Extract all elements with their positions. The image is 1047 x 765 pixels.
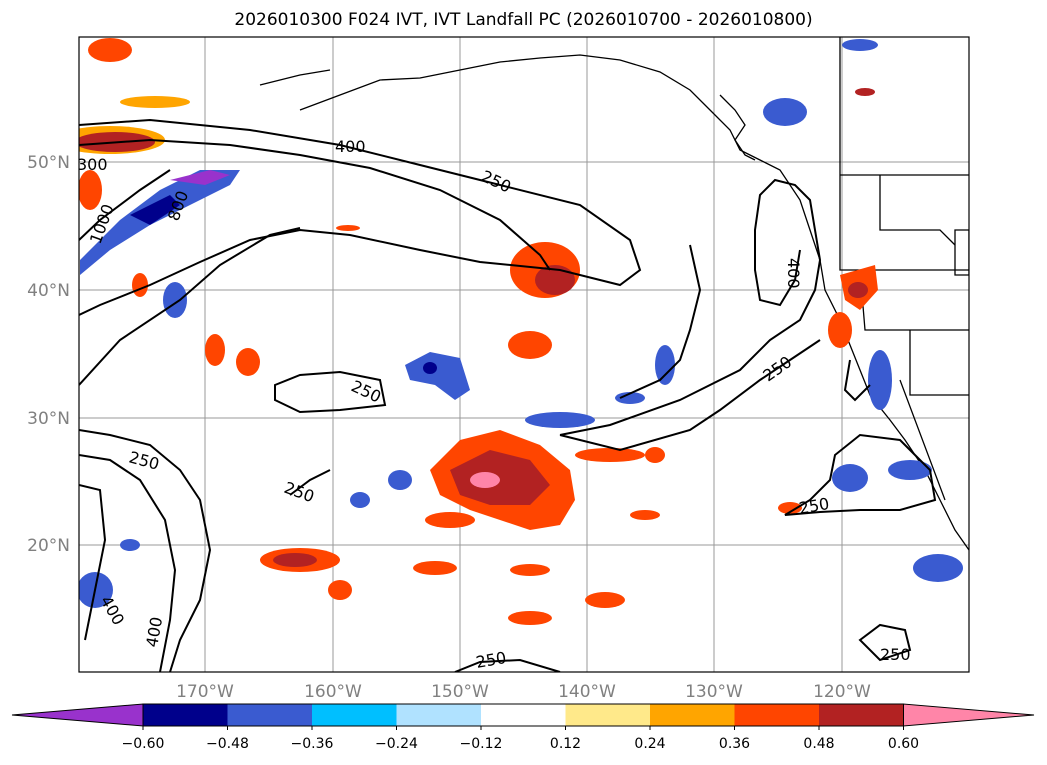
colorbar-extend-high [903,703,1035,727]
colorbar-tick-label: 0.24 [634,736,665,752]
lon-label: 130°W [685,682,743,702]
coastlines [259,37,969,551]
colorbar-tick-label: 0.36 [719,736,750,752]
colorbar-tick-label: −0.12 [460,736,503,752]
map-frame [78,36,970,673]
contour-label: 400 [784,258,803,289]
longitude-labels: 170°W 160°W 150°W 140°W 130°W 120°W [176,682,871,702]
colorbar-segment [227,704,312,726]
plot-title: 2026010300 F024 IVT, IVT Landfall PC (20… [234,10,813,30]
colorbar-segment [481,704,566,726]
colorbar-tick-label: −0.60 [122,736,165,752]
colorbar-tick-label: 0.60 [888,736,919,752]
colorbar: −0.60 −0.48 −0.36 −0.24 −0.12 0.12 0.24 0.36 0.4… [11,703,1035,752]
contour-label: 300 [77,155,108,174]
contour-label: 400 [335,137,366,156]
colorbar-outline [142,703,904,727]
latitude-labels: 50°N 40°N 30°N 20°N [27,153,70,556]
lat-label: 30°N [27,409,70,429]
colorbar-tick-label: −0.24 [375,736,418,752]
colorbar-tick-label: −0.36 [291,736,334,752]
colorbar-tick-label: −0.48 [206,736,249,752]
lat-label: 40°N [27,281,70,301]
colorbar-segment [396,704,481,726]
ivt-contours [79,118,937,672]
lon-label: 120°W [813,682,871,702]
colorbar-segment [565,704,650,726]
ivt-anomaly-fills [79,38,963,625]
lat-label: 50°N [27,153,70,173]
lon-label: 140°W [558,682,616,702]
contour-label: 250 [880,645,911,664]
colorbar-extend-low [11,703,144,727]
colorbar-segment [143,704,228,726]
gridlines [79,37,969,672]
colorbar-segment [734,704,819,726]
lon-label: 160°W [304,682,362,702]
colorbar-segment [819,704,904,726]
colorbar-segment [312,704,397,726]
lat-label: 20°N [27,536,70,556]
lon-label: 170°W [176,682,234,702]
colorbar-segment [650,704,735,726]
lon-label: 150°W [431,682,489,702]
colorbar-tick-label: 0.48 [803,736,834,752]
colorbar-tick-label: 0.12 [550,736,581,752]
